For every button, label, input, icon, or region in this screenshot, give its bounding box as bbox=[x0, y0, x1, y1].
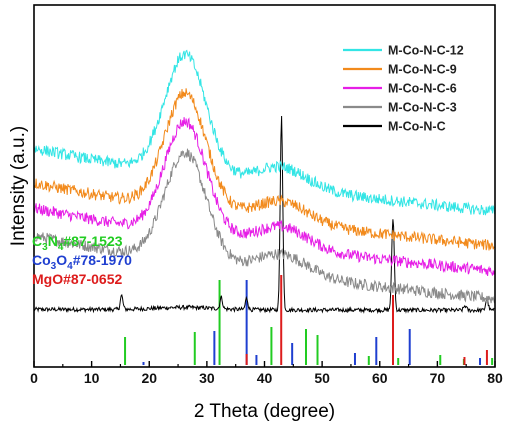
x-tick-label: 20 bbox=[141, 370, 157, 386]
reference-label-part: Co bbox=[32, 252, 51, 268]
x-tick-label: 80 bbox=[487, 370, 503, 386]
x-tick-label: 60 bbox=[372, 370, 388, 386]
y-axis-title: Intensity (a.u.) bbox=[8, 126, 29, 246]
legend-label: M-Co-N-C bbox=[388, 120, 446, 134]
tick-layer: 0 10 20 30 40 50 60 70 80 bbox=[30, 361, 503, 386]
reference-label-part: #78-1970 bbox=[73, 252, 132, 268]
reference-label-subscript: 3 bbox=[51, 261, 57, 272]
reference-label-part: #87-0652 bbox=[63, 271, 122, 287]
reference-label-part: O bbox=[56, 252, 67, 268]
x-tick-label: 50 bbox=[314, 370, 330, 386]
reference-label-subscript: 4 bbox=[67, 261, 73, 272]
series-line bbox=[33, 49, 495, 216]
reference-label: Co3O4#78-1970 bbox=[32, 252, 132, 272]
series-line bbox=[33, 148, 495, 304]
reference-label-part: C bbox=[32, 233, 42, 249]
x-tick-label: 70 bbox=[430, 370, 446, 386]
legend-label: M-Co-N-C-3 bbox=[388, 101, 457, 115]
x-tick-label: 10 bbox=[84, 370, 100, 386]
x-tick-label: 40 bbox=[257, 370, 273, 386]
reference-label-subscript: 4 bbox=[58, 242, 64, 253]
series-line bbox=[33, 117, 495, 277]
reference-label-subscript: 3 bbox=[42, 242, 48, 253]
legend-label: M-Co-N-C-9 bbox=[388, 63, 457, 77]
legend-label: M-Co-N-C-6 bbox=[388, 82, 457, 96]
reference-label-part: N bbox=[48, 233, 58, 249]
reference-label: C3N4#87-1523 bbox=[32, 233, 123, 253]
series-line bbox=[33, 88, 495, 251]
x-axis-title: 2 Theta (degree) bbox=[194, 401, 335, 422]
series-line bbox=[33, 115, 495, 315]
x-tick-label: 30 bbox=[199, 370, 215, 386]
reference-pattern-layer bbox=[124, 275, 494, 365]
legend-label: M-Co-N-C-12 bbox=[388, 44, 464, 58]
plot-frame bbox=[33, 4, 496, 368]
legend: M-Co-N-C-12 M-Co-N-C-9 M-Co-N-C-6 M-Co-N-C-… bbox=[343, 44, 464, 134]
reference-label-part: #87-1523 bbox=[63, 233, 122, 249]
reference-label: MgO#87-0652 bbox=[32, 271, 122, 287]
reference-label-part: MgO bbox=[32, 271, 63, 287]
x-tick-label: 0 bbox=[30, 370, 38, 386]
curve-layer bbox=[33, 49, 495, 315]
